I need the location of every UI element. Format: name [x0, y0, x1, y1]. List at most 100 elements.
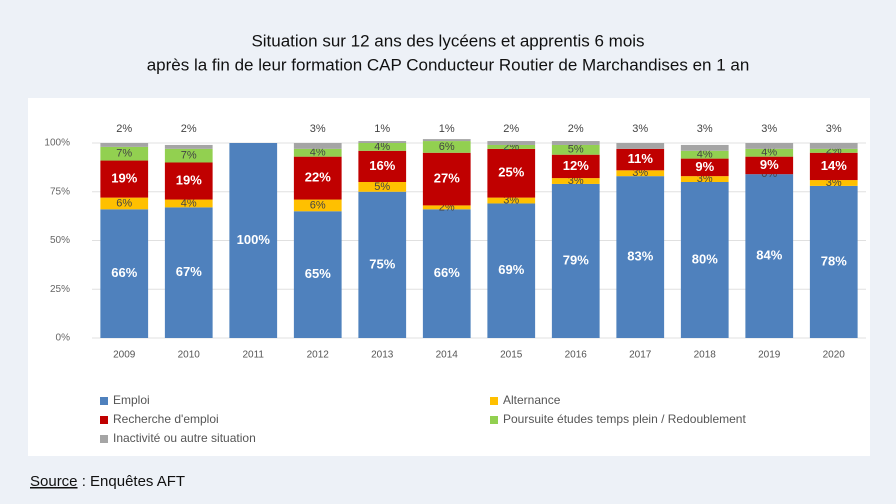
bar-segment [293, 199, 342, 212]
data-label: 84% [756, 248, 782, 263]
y-tick-label: 25% [50, 284, 70, 295]
bar-segment [422, 152, 471, 206]
y-tick-label: 50% [50, 235, 70, 246]
data-label: 67% [176, 264, 202, 279]
legend-swatch [100, 435, 108, 443]
data-label: 5% [374, 181, 390, 193]
bar-segment [551, 183, 600, 338]
x-tick-label: 2016 [565, 350, 588, 361]
x-tick-label: 2015 [500, 350, 523, 361]
bar-segment [100, 160, 149, 198]
bar-segment [358, 150, 407, 182]
source-text: : Enquêtes AFT [78, 473, 186, 490]
data-label: 79% [563, 252, 589, 267]
bar-segment [164, 148, 213, 163]
bar-segment [487, 148, 536, 198]
legend-label: Poursuite études temps plein / Redoublem… [503, 412, 746, 426]
data-label: 27% [434, 171, 460, 186]
bar-segment [422, 141, 471, 153]
bar-segment [358, 182, 407, 192]
legend-swatch [490, 397, 498, 405]
bar-segment [164, 162, 213, 200]
bar-segment [616, 176, 665, 338]
data-label: 12% [563, 158, 589, 173]
data-label: 14% [821, 158, 847, 173]
legend-label: Recherche d'emploi [113, 412, 219, 426]
data-label: 9% [695, 159, 714, 174]
bar-segment [745, 174, 794, 338]
x-tick-label: 2014 [436, 350, 459, 361]
data-label: 25% [498, 165, 524, 180]
data-label: 3% [310, 123, 326, 135]
legend-swatch [490, 416, 498, 424]
bar-segment [809, 180, 858, 186]
legend-swatch [100, 416, 108, 424]
x-tick-label: 2020 [823, 350, 846, 361]
data-label: 3% [632, 123, 648, 135]
data-label: 22% [305, 170, 331, 185]
bar-segment [358, 143, 407, 151]
bar-segment [293, 143, 342, 149]
bar-segment [100, 197, 149, 210]
data-label: 3% [826, 123, 842, 135]
bar-segment [680, 176, 729, 182]
bar-segment [616, 143, 665, 149]
data-label: 2% [181, 123, 197, 135]
data-label: 4% [310, 147, 326, 159]
legend-label: Alternance [503, 393, 561, 407]
bar-segment [680, 150, 729, 159]
data-label: 4% [374, 141, 390, 153]
bar-segment [164, 199, 213, 208]
bar-segment [487, 144, 536, 149]
bar-segment [422, 209, 471, 338]
bar-segment [358, 191, 407, 338]
legend-swatch [100, 397, 108, 405]
x-tick-label: 2010 [178, 350, 201, 361]
legend-label: Emploi [113, 393, 150, 407]
bar-segment [616, 148, 665, 171]
y-tick-label: 75% [50, 186, 70, 197]
bar-segment [358, 141, 407, 143]
bar-segment [680, 158, 729, 177]
bar-segment [293, 211, 342, 338]
x-tick-label: 2017 [629, 350, 652, 361]
x-tick-label: 2012 [307, 350, 330, 361]
bar-segment [809, 152, 858, 181]
bar-segment [809, 148, 858, 153]
data-label: 65% [305, 266, 331, 281]
data-label: 69% [498, 262, 524, 277]
bar-segment [293, 148, 342, 157]
data-label: 2% [568, 123, 584, 135]
bar-segment [487, 203, 536, 338]
bar-segment [100, 143, 149, 147]
y-tick-label: 100% [44, 138, 70, 149]
source-label: Source [30, 473, 78, 490]
chart-title: Situation sur 12 ans des lycéens et appr… [251, 31, 644, 50]
bar-segment [229, 143, 278, 338]
data-label: 4% [181, 197, 197, 209]
data-label: 66% [434, 265, 460, 280]
bar-segment [551, 178, 600, 184]
bar-segment [164, 207, 213, 338]
bar-segment [809, 143, 858, 149]
x-tick-label: 2011 [242, 350, 264, 361]
data-label: 9% [760, 157, 779, 172]
data-label: 11% [628, 151, 654, 166]
bar-segment [551, 144, 600, 155]
bar-segment [680, 182, 729, 338]
data-label: 83% [627, 249, 653, 264]
data-label: 66% [111, 265, 137, 280]
source: Source : Enquêtes AFT [30, 473, 185, 490]
bar-segment [745, 148, 794, 157]
bar-segment [100, 146, 149, 161]
bar-segment [293, 156, 342, 200]
bar-segment [487, 141, 536, 145]
data-label: 2% [116, 123, 132, 135]
bar-segment [487, 197, 536, 204]
data-label: 6% [116, 197, 132, 209]
data-label: 1% [374, 123, 390, 135]
data-label: 78% [821, 253, 847, 268]
bar-segment [422, 205, 471, 210]
bar-segment [164, 144, 213, 149]
